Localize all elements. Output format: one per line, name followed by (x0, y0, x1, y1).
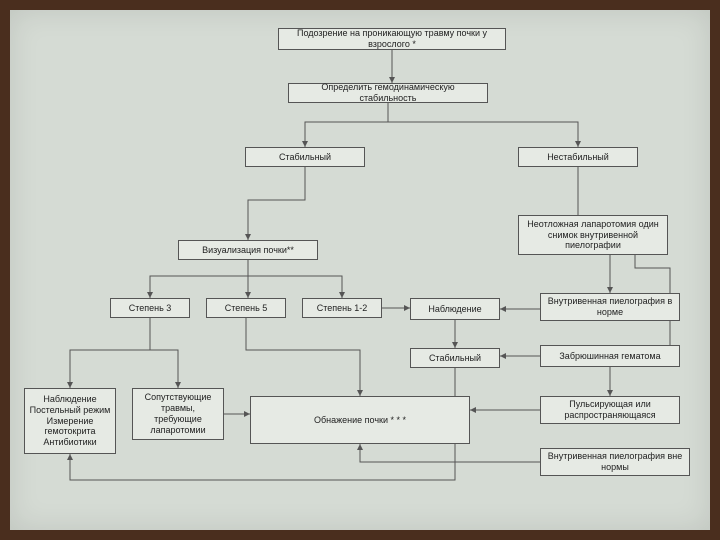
edge-3 (248, 167, 305, 240)
node-n5: Визуализация почки** (178, 240, 318, 260)
node-n13: Забрюшинная гематома (540, 345, 680, 367)
outer-frame: Подозрение на проникающую травму почки у… (0, 0, 720, 540)
node-n6: Неотложная лапаротомия один снимок внутр… (518, 215, 668, 255)
edge-5 (150, 260, 248, 298)
edge-19 (246, 318, 360, 396)
node-n10: Наблюдение (410, 298, 500, 320)
node-n8: Степень 5 (206, 298, 286, 318)
node-n15: Внутривенная пиелография вне нормы (540, 448, 690, 476)
edge-2 (388, 103, 578, 147)
edge-18 (150, 318, 178, 388)
node-n4: Нестабильный (518, 147, 638, 167)
node-n14: Пульсирующая или распространяющаяся (540, 396, 680, 424)
edge-17 (70, 318, 150, 388)
node-n1: Подозрение на проникающую травму почки у… (278, 28, 506, 50)
node-n11: Внутривенная пиелография в норме (540, 293, 680, 321)
node-n17: Сопутствующие травмы, требующие лапарото… (132, 388, 224, 440)
diagram-paper: Подозрение на проникающую травму почки у… (10, 10, 710, 530)
node-n12: Стабильный (410, 348, 500, 368)
node-n7: Степень 3 (110, 298, 190, 318)
edge-7 (248, 260, 342, 298)
edge-16 (360, 444, 540, 462)
edge-1 (305, 103, 388, 147)
node-n18: Обнажение почки * * * (250, 396, 470, 444)
node-n3: Стабильный (245, 147, 365, 167)
node-n2: Определить гемодинамическую стабильность (288, 83, 488, 103)
node-n9: Степень 1-2 (302, 298, 382, 318)
node-n16: Наблюдение Постельный режим Измерение ге… (24, 388, 116, 454)
